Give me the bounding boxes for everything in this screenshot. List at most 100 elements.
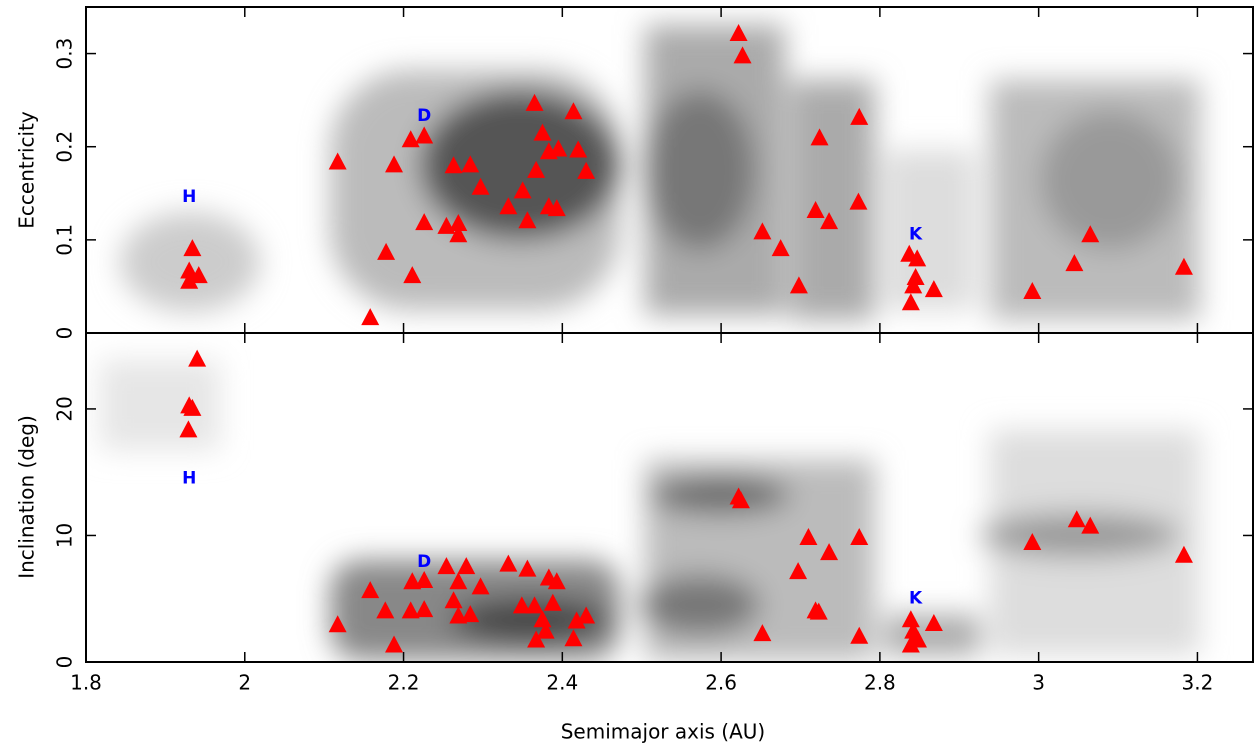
- triangle-marker: [809, 602, 828, 620]
- triangle-marker: [753, 624, 772, 642]
- triangle-marker: [401, 130, 420, 148]
- triangle-marker: [901, 610, 920, 628]
- triangle-marker: [924, 614, 943, 632]
- triangle-marker: [543, 593, 562, 611]
- triangle-marker: [820, 212, 839, 230]
- triangle-marker: [1174, 545, 1193, 563]
- triangle-marker: [444, 156, 463, 174]
- frame-bottom: [85, 332, 1254, 663]
- x-tick-label: 3: [1032, 671, 1045, 695]
- triangle-marker: [577, 606, 596, 624]
- triangle-marker: [415, 571, 434, 589]
- triangle-marker: [180, 271, 199, 289]
- x-tick-label: 2: [238, 671, 251, 695]
- triangle-marker: [457, 557, 476, 575]
- triangle-marker: [1081, 225, 1100, 243]
- triangle-marker: [385, 155, 404, 173]
- triangle-marker: [849, 192, 868, 210]
- triangle-marker: [189, 266, 208, 284]
- x-tick-label: 3.2: [1182, 671, 1214, 695]
- y-tick-label: 0: [53, 327, 77, 340]
- triangle-marker: [415, 600, 434, 618]
- density-bottom: [100, 360, 1200, 660]
- triangle-marker: [564, 102, 583, 120]
- triangle-marker: [924, 280, 943, 298]
- triangle-marker: [499, 197, 518, 215]
- triangle-marker: [729, 24, 748, 42]
- x-tick-label: 2.2: [388, 671, 420, 695]
- triangle-marker: [183, 239, 202, 257]
- triangle-marker: [533, 610, 552, 628]
- triangle-marker: [527, 630, 546, 648]
- triangle-marker: [377, 242, 396, 260]
- triangle-marker: [789, 276, 808, 294]
- triangle-marker: [733, 46, 752, 64]
- triangle-marker: [533, 123, 552, 141]
- triangle-marker: [806, 200, 825, 218]
- density-top: [120, 25, 1200, 320]
- triangle-marker: [437, 557, 456, 575]
- triangle-marker: [789, 562, 808, 580]
- y-tick-label: 0.1: [53, 224, 77, 256]
- triangle-marker: [513, 181, 532, 199]
- triangle-marker: [361, 308, 380, 326]
- triangle-marker: [525, 93, 544, 111]
- triangle-marker: [904, 276, 923, 294]
- y-axis-label: Eccentricity: [15, 111, 39, 229]
- triangle-marker: [361, 581, 380, 599]
- x-tick-label: 1.8: [70, 671, 102, 695]
- annotation: K: [909, 224, 923, 244]
- y-tick-label: 20: [53, 396, 77, 421]
- triangle-marker: [518, 559, 537, 577]
- y-tick-label: 0.2: [53, 131, 77, 163]
- triangle-marker: [908, 249, 927, 267]
- triangle-marker: [1067, 510, 1086, 528]
- triangle-marker: [567, 611, 586, 629]
- triangle-marker: [901, 293, 920, 311]
- annotation: D: [417, 552, 431, 572]
- triangle-marker: [328, 152, 347, 170]
- triangle-marker: [536, 621, 555, 639]
- triangle-marker: [461, 155, 480, 173]
- triangle-marker: [518, 211, 537, 229]
- triangle-marker: [385, 635, 404, 653]
- x-tick-label: 2.6: [705, 671, 737, 695]
- triangle-marker: [376, 601, 395, 619]
- triangle-marker: [499, 554, 518, 572]
- triangle-marker: [188, 349, 207, 367]
- x-tick-label: 2.8: [864, 671, 896, 695]
- triangle-marker: [753, 222, 772, 240]
- triangle-marker: [547, 572, 566, 590]
- triangle-marker: [449, 572, 468, 590]
- y-tick-label: 10: [53, 523, 77, 548]
- triangle-marker: [415, 126, 434, 144]
- y-tick-label: 0.3: [53, 38, 77, 70]
- triangle-marker: [328, 615, 347, 633]
- triangle-marker: [180, 261, 199, 279]
- y-tick-label: 0: [53, 656, 77, 669]
- triangle-marker: [810, 128, 829, 146]
- triangle-marker: [850, 527, 869, 545]
- triangle-marker: [549, 139, 568, 157]
- triangle-marker: [850, 626, 869, 644]
- x-tick-label: 2.4: [546, 671, 578, 695]
- triangle-marker: [401, 601, 420, 619]
- triangle-marker: [771, 239, 790, 257]
- annotation: K: [909, 589, 923, 609]
- triangle-marker: [547, 199, 566, 217]
- triangle-marker: [403, 266, 422, 284]
- triangle-marker: [1065, 254, 1084, 272]
- triangle-marker: [471, 577, 490, 595]
- triangle-marker: [183, 398, 202, 416]
- triangle-marker: [525, 596, 544, 614]
- triangle-marker: [799, 527, 818, 545]
- triangle-marker: [908, 630, 927, 648]
- triangle-marker: [512, 596, 531, 614]
- triangle-marker: [731, 491, 750, 509]
- annotation: H: [182, 469, 196, 489]
- triangle-marker: [449, 225, 468, 243]
- triangle-marker: [461, 605, 480, 623]
- triangle-marker: [415, 213, 434, 231]
- triangle-marker: [850, 107, 869, 125]
- triangle-marker: [527, 160, 546, 178]
